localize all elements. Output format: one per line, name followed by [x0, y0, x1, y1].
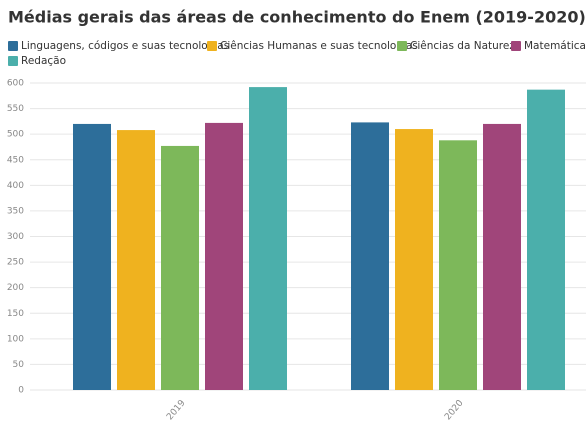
bar	[351, 122, 389, 391]
y-tick-label: 600	[7, 79, 24, 89]
legend-swatch	[8, 41, 18, 51]
y-tick-label: 100	[7, 334, 24, 344]
y-tick-label: 450	[7, 155, 24, 165]
x-tick-label: 2020	[443, 398, 466, 422]
bar	[395, 129, 433, 391]
bar	[439, 140, 477, 390]
y-tick-label: 150	[7, 309, 24, 319]
y-tick-label: 0	[18, 386, 24, 396]
x-tick-label: 2019	[165, 398, 188, 422]
y-tick-label: 400	[7, 181, 24, 191]
y-tick-label: 300	[7, 232, 24, 242]
bar	[527, 89, 565, 390]
y-tick-label: 500	[7, 130, 24, 140]
chart-title: Médias gerais das áreas de conhecimento …	[8, 8, 586, 27]
legend-swatch	[8, 56, 18, 66]
bar	[73, 123, 111, 390]
y-tick-label: 350	[7, 206, 24, 216]
legend-swatch	[207, 41, 217, 51]
legend-label: Ciências da Natureza	[410, 40, 521, 52]
y-tick-label: 250	[7, 258, 24, 268]
legend-label: Linguagens, códigos e suas tecnologias	[21, 40, 229, 52]
legend-label: Matemática	[524, 40, 586, 52]
bar	[249, 87, 287, 391]
legend-swatch	[511, 41, 521, 51]
legend-swatch	[397, 41, 407, 51]
bar	[205, 122, 243, 390]
bar	[483, 123, 521, 390]
legend-label: Ciências Humanas e suas tecnologias	[220, 40, 418, 52]
y-tick-label: 200	[7, 283, 24, 293]
y-tick-label: 50	[13, 360, 25, 370]
y-tick-label: 550	[7, 104, 24, 114]
legend-label: Redação	[21, 55, 66, 67]
bar	[117, 130, 155, 390]
bar	[161, 145, 199, 390]
